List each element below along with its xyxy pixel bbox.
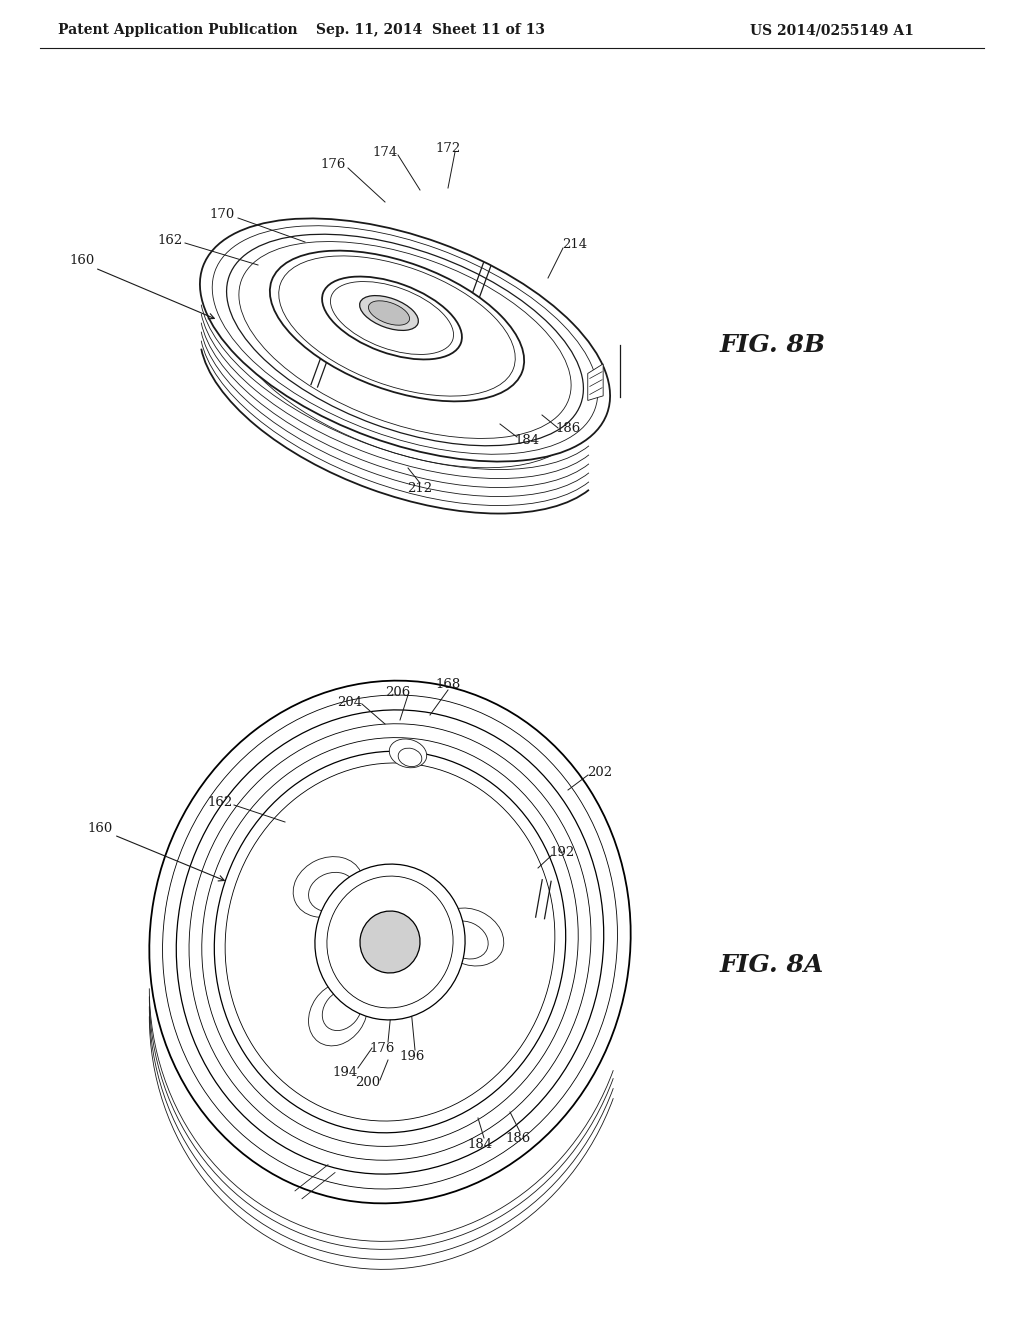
- Ellipse shape: [436, 908, 504, 966]
- Text: 176: 176: [321, 158, 346, 172]
- Ellipse shape: [150, 681, 631, 1204]
- Text: 168: 168: [435, 678, 461, 692]
- Polygon shape: [588, 364, 603, 400]
- Ellipse shape: [293, 857, 362, 917]
- Ellipse shape: [270, 251, 524, 401]
- Ellipse shape: [359, 296, 419, 330]
- Text: FIG. 8B: FIG. 8B: [720, 333, 826, 356]
- Text: 162: 162: [208, 796, 232, 808]
- Text: 186: 186: [506, 1131, 530, 1144]
- Ellipse shape: [389, 739, 427, 768]
- Text: Patent Application Publication: Patent Application Publication: [58, 22, 298, 37]
- Ellipse shape: [323, 277, 462, 359]
- Text: 200: 200: [355, 1076, 381, 1089]
- Text: 184: 184: [467, 1138, 493, 1151]
- Text: 174: 174: [373, 145, 397, 158]
- Ellipse shape: [308, 982, 368, 1045]
- Text: 204: 204: [338, 696, 362, 709]
- Text: 212: 212: [456, 375, 480, 388]
- Ellipse shape: [369, 301, 410, 325]
- Ellipse shape: [315, 865, 465, 1020]
- Text: 160: 160: [87, 821, 113, 834]
- Text: FIG. 8A: FIG. 8A: [720, 953, 824, 977]
- Text: 176: 176: [370, 1041, 394, 1055]
- Ellipse shape: [200, 218, 610, 462]
- Text: 186: 186: [555, 421, 581, 434]
- Text: 212: 212: [408, 482, 432, 495]
- Text: 162: 162: [158, 234, 182, 247]
- Text: 214: 214: [562, 239, 588, 252]
- Text: 172: 172: [435, 141, 461, 154]
- Text: 184: 184: [514, 433, 540, 446]
- Text: Sep. 11, 2014  Sheet 11 of 13: Sep. 11, 2014 Sheet 11 of 13: [315, 22, 545, 37]
- Text: 194: 194: [333, 1065, 357, 1078]
- Text: 206: 206: [385, 685, 411, 698]
- Text: 196: 196: [399, 1049, 425, 1063]
- Text: 160: 160: [70, 253, 94, 267]
- Text: 170: 170: [209, 209, 234, 222]
- Text: US 2014/0255149 A1: US 2014/0255149 A1: [750, 22, 913, 37]
- Text: 192: 192: [549, 846, 574, 858]
- Ellipse shape: [360, 911, 420, 973]
- Text: 202: 202: [588, 766, 612, 779]
